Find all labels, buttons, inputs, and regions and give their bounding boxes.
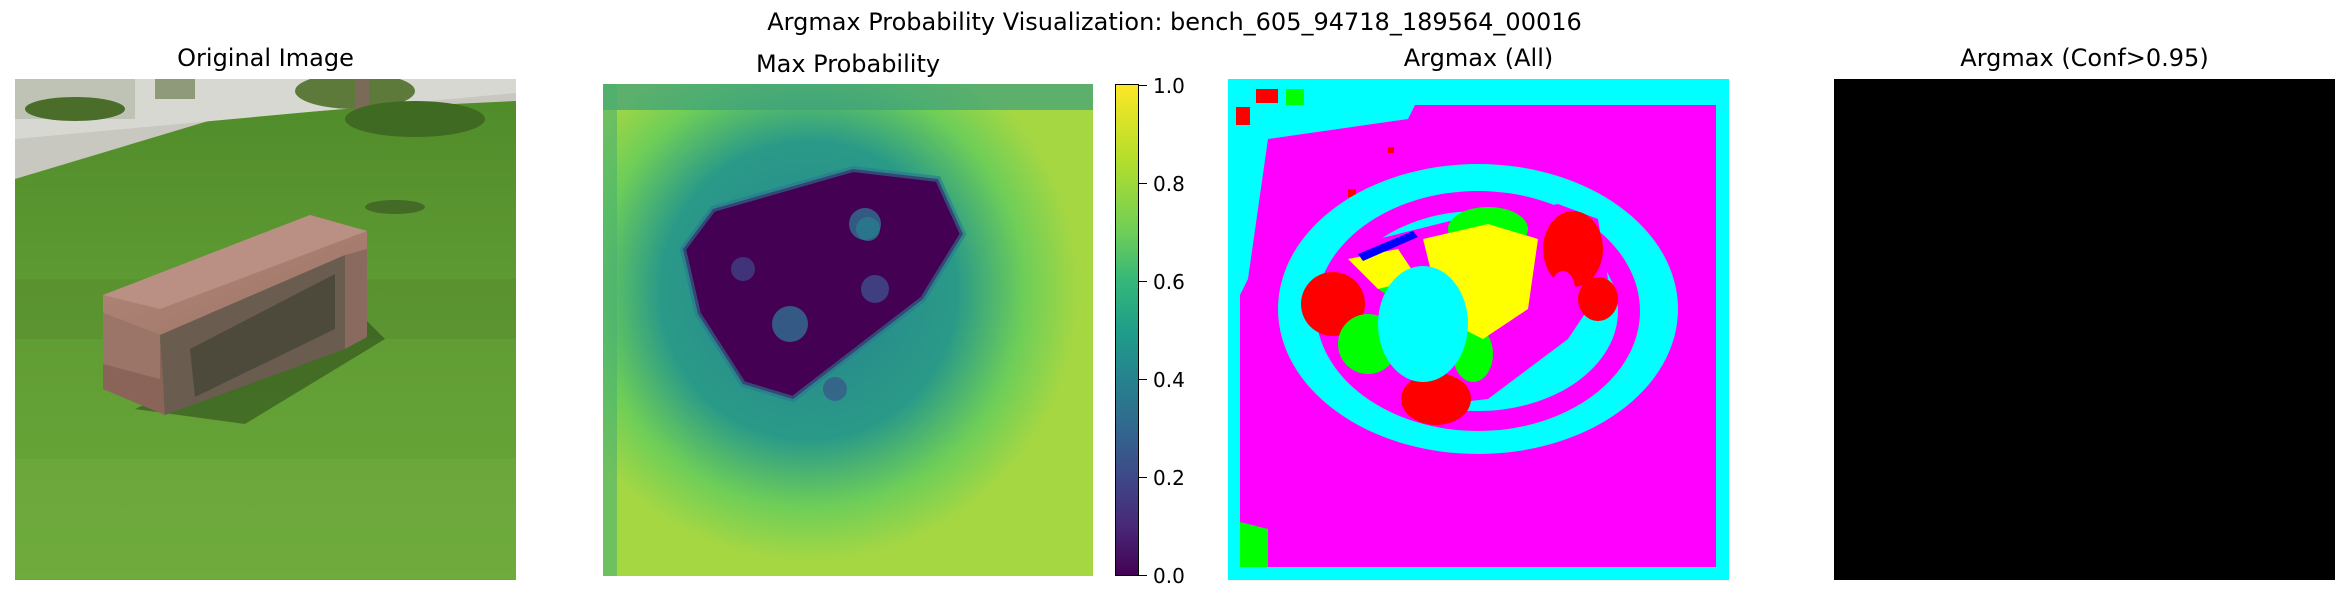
colorbar-tick-label: 1.0	[1153, 74, 1185, 98]
original-image	[15, 79, 516, 580]
colorbar-tick-label: 0.0	[1153, 564, 1185, 588]
panel-title-argmax-all: Argmax (All)	[1403, 44, 1554, 72]
panel-title-argmax-conf: Argmax (Conf>0.95)	[1960, 44, 2209, 72]
colorbar-tick	[1139, 85, 1147, 86]
colorbar-tick	[1139, 183, 1147, 184]
panel-title-original: Original Image	[177, 44, 354, 72]
colorbar-tick-label: 0.2	[1153, 466, 1185, 490]
colorbar-tick-label: 0.4	[1153, 368, 1185, 392]
argmax-all-segmentation	[1228, 79, 1729, 580]
colorbar-tick-label: 0.6	[1153, 270, 1185, 294]
figure-suptitle: Argmax Probability Visualization: bench_…	[767, 8, 1582, 36]
colorbar-tick	[1139, 281, 1147, 282]
colorbar-tick	[1139, 477, 1147, 478]
max-probability-heatmap	[603, 84, 1093, 576]
colorbar-tick	[1139, 575, 1147, 576]
colorbar-tick	[1139, 379, 1147, 380]
colorbar	[1115, 84, 1139, 576]
panel-title-max-probability: Max Probability	[755, 50, 941, 78]
argmax-confident-map	[1834, 79, 2335, 580]
colorbar-tick-label: 0.8	[1153, 172, 1185, 196]
